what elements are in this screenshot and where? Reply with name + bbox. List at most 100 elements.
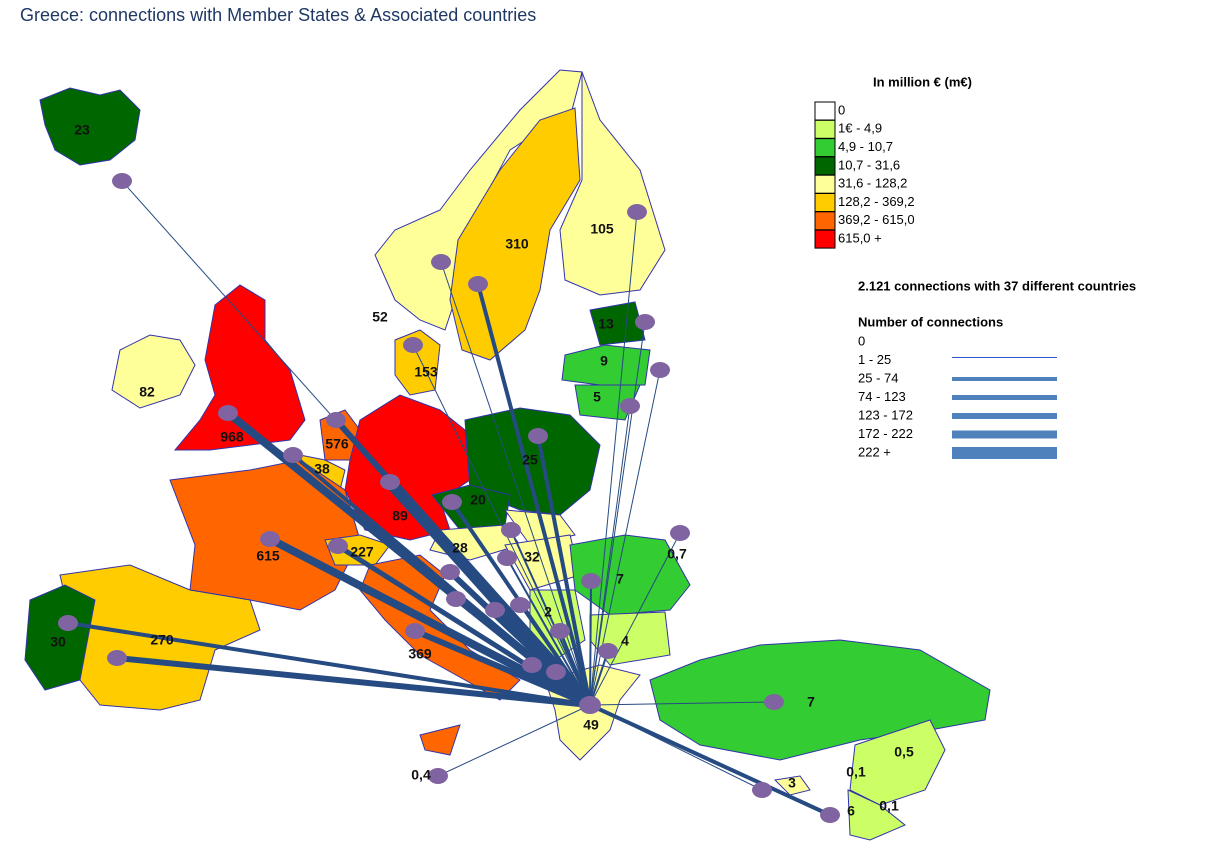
country-label: 0,7 xyxy=(667,546,687,562)
country-label: 3 xyxy=(788,775,796,791)
connection-line xyxy=(519,604,591,706)
country-label: 5 xyxy=(593,389,601,405)
legend-label: 10,7 - 31,6 xyxy=(838,157,900,172)
country-dot xyxy=(764,694,784,710)
country-label: 32 xyxy=(524,549,540,565)
legend-label: 128,2 - 369,2 xyxy=(838,194,915,209)
connection-line xyxy=(589,650,609,706)
cyprus xyxy=(773,775,811,796)
legend-label: 0 xyxy=(838,102,845,117)
connections-legend-label: 0 xyxy=(858,333,865,348)
connection-line xyxy=(536,435,592,706)
country-label: 153 xyxy=(414,364,438,380)
country-dot xyxy=(485,602,505,618)
country-dot xyxy=(510,597,530,613)
connection-line xyxy=(476,283,592,706)
connection-line xyxy=(589,580,592,706)
country-label: 28 xyxy=(452,540,468,556)
ireland xyxy=(111,334,196,409)
connection-line xyxy=(558,630,592,706)
connection-line xyxy=(67,621,591,707)
country-dot xyxy=(620,398,640,414)
connection-line xyxy=(413,628,592,708)
legend-label: 1€ - 4,9 xyxy=(838,121,882,136)
title: Greece: connections with Member States &… xyxy=(20,5,536,25)
legend-swatch xyxy=(814,138,836,158)
latvia xyxy=(561,344,651,386)
connection-line xyxy=(531,664,591,706)
iceland xyxy=(39,87,141,166)
country-label: 0,5 xyxy=(894,744,914,760)
country-dot xyxy=(598,643,618,659)
country-dot xyxy=(260,531,280,547)
country-dot xyxy=(442,494,462,510)
connection-line xyxy=(116,655,591,708)
legend-swatch xyxy=(814,174,836,194)
connections-legend-label: 1 - 25 xyxy=(858,352,891,367)
connections-legend-label: 222 + xyxy=(858,444,891,459)
country-label: 9 xyxy=(600,353,608,369)
country-label: 52 xyxy=(372,309,388,325)
country-label: 0,4 xyxy=(411,767,431,783)
country-dot xyxy=(752,782,772,798)
country-label: 105 xyxy=(590,221,614,237)
country-label: 227 xyxy=(350,544,374,560)
country-label: 20 xyxy=(470,492,486,508)
country-label: 615 xyxy=(256,548,280,564)
country-label: 6 xyxy=(847,803,855,819)
country-dot xyxy=(446,591,466,607)
country-dot xyxy=(58,615,78,631)
legend-label: 31,6 - 128,2 xyxy=(838,176,907,191)
country-dot xyxy=(403,337,423,353)
connections-legend-label: 172 - 222 xyxy=(858,426,913,441)
legend-swatch xyxy=(814,229,836,249)
connection-line xyxy=(589,532,681,706)
country-dot xyxy=(328,538,348,554)
connections-legend: 0 1 - 25 25 - 74 74 - 123 123 - 172 172 - 222… xyxy=(858,333,1057,459)
country-dot xyxy=(522,657,542,673)
finland xyxy=(559,71,666,296)
legend-swatch xyxy=(814,193,836,212)
country-dot xyxy=(670,525,690,541)
country-dot xyxy=(428,768,448,784)
country-dot xyxy=(405,623,425,639)
legend-swatch xyxy=(814,211,836,231)
country-dot xyxy=(468,276,488,292)
legend-swatch xyxy=(814,119,836,139)
country-dot xyxy=(326,412,346,428)
country-dot xyxy=(650,362,670,378)
country-dot xyxy=(820,807,840,823)
estonia xyxy=(589,301,646,346)
country-dot xyxy=(107,650,127,666)
legend-label: 369,2 - 615,0 xyxy=(838,212,915,227)
connection-line xyxy=(589,703,831,817)
country-dot xyxy=(627,204,647,220)
country-dot xyxy=(635,314,655,330)
country-dot xyxy=(283,447,303,463)
connection-line xyxy=(268,535,592,709)
legend-swatch xyxy=(814,156,836,176)
syria xyxy=(849,719,946,806)
country-label: 23 xyxy=(74,122,90,138)
summary: 2.121 connections with 37 different coun… xyxy=(858,278,1136,293)
country-label: 7 xyxy=(616,571,624,587)
connection-line xyxy=(589,405,631,706)
connection-line xyxy=(336,543,592,708)
country-label: 30 xyxy=(50,634,66,650)
portugal xyxy=(24,584,96,691)
country-label: 7 xyxy=(807,694,815,710)
country-dot xyxy=(431,254,451,270)
country-dot xyxy=(112,173,132,189)
legend-swatch xyxy=(814,101,836,121)
country-dot xyxy=(579,696,601,714)
country-dot xyxy=(581,573,601,589)
country-dot xyxy=(546,664,566,680)
connection-line xyxy=(506,557,591,706)
connection-line xyxy=(589,701,775,706)
country-label: 968 xyxy=(220,429,244,445)
country-dot xyxy=(380,474,400,490)
country-label: 0,1 xyxy=(846,764,866,780)
country-label: 13 xyxy=(598,316,614,332)
